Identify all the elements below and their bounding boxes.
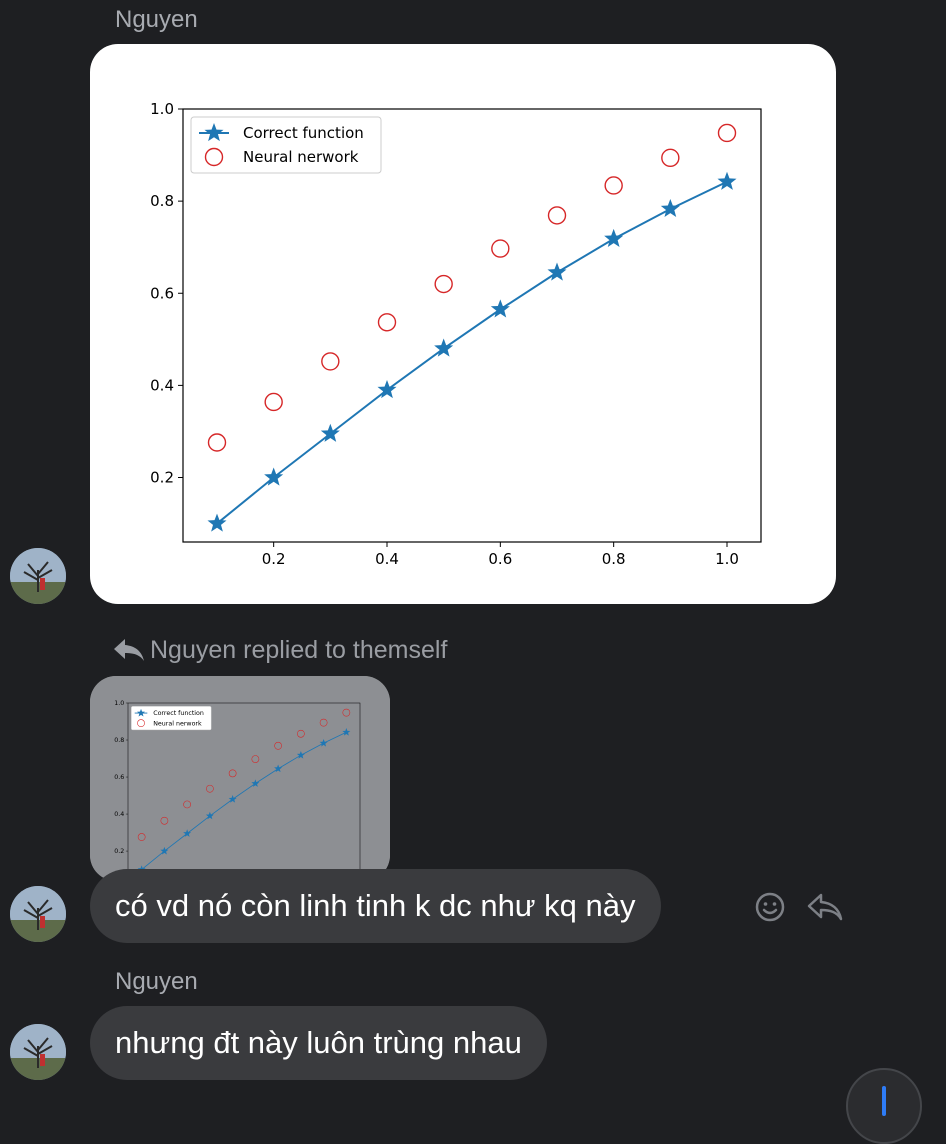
circle-point: [183, 800, 192, 809]
circle-point: [264, 392, 283, 412]
star-point: [342, 728, 351, 736]
circle-point: [434, 274, 453, 294]
series-line: [216, 180, 728, 525]
star-point: [547, 262, 567, 281]
circle-point: [160, 816, 169, 825]
circle-point: [321, 352, 340, 371]
reply-indicator[interactable]: Nguyen replied to themself: [112, 633, 447, 667]
star-point: [205, 811, 214, 820]
legend-label: Correct function: [243, 124, 364, 142]
avatar[interactable]: [10, 1024, 66, 1080]
circle-point: [137, 833, 146, 841]
legend-label: Neural nerwork: [243, 148, 359, 166]
circle-point: [251, 755, 260, 763]
y-tick-label: 1.0: [114, 700, 124, 707]
message-bubble[interactable]: nhưng đt này luôn trùng nhau: [90, 1006, 547, 1080]
legend-box: [131, 706, 212, 731]
circle-point: [342, 708, 351, 717]
star-point: [660, 198, 680, 218]
circle-point: [274, 741, 282, 750]
circle-point: [319, 718, 328, 727]
chart-image[interactable]: 0.2 0.4 0.6 0.8 1.0 0.2 0.4 0.6 0.8 1.0 Correct fu…: [90, 44, 836, 604]
y-tick-label: 0.2: [150, 469, 174, 487]
sender-name: Nguyen: [115, 6, 198, 33]
star-point: [319, 738, 328, 747]
circle-point: [547, 206, 567, 225]
circle-point: [604, 176, 623, 195]
reply-label: Nguyen replied to themself: [150, 635, 448, 664]
circle-point: [228, 769, 237, 778]
star-point: [160, 846, 169, 855]
emoji-icon[interactable]: [754, 891, 786, 923]
y-tick-label: 0.6: [114, 774, 124, 781]
legend-label: Correct function: [153, 710, 204, 717]
star-point: [264, 467, 284, 486]
avatar[interactable]: [10, 548, 66, 604]
message-text: nhưng đt này luôn trùng nhau: [115, 1025, 522, 1060]
circle-point: [207, 433, 227, 452]
avatar[interactable]: [10, 886, 66, 942]
line-chart: 0.2 0.4 0.6 0.8 1.0 0.2 0.4 0.6 0.8 1.0 Correct fu…: [150, 100, 762, 568]
star-point: [251, 779, 260, 787]
star-point: [434, 338, 454, 357]
y-tick-label: 1.0: [150, 100, 174, 118]
legend-box: [190, 116, 382, 174]
star-point: [296, 751, 305, 759]
y-tick-label: 0.4: [150, 376, 174, 394]
x-tick-label: 0.2: [262, 550, 286, 568]
legend-star: [137, 708, 146, 717]
y-tick-label: 0.6: [150, 284, 174, 302]
reply-icon[interactable]: [806, 891, 844, 923]
circle-point: [717, 123, 737, 143]
y-tick-label: 0.8: [114, 737, 124, 744]
x-tick-label: 0.6: [488, 550, 512, 568]
message-bubble[interactable]: có vd nó còn linh tinh k dc như kq này: [90, 869, 661, 943]
circle-point: [491, 239, 510, 258]
star-point: [274, 764, 283, 773]
star-point: [228, 795, 237, 803]
y-tick-label: 0.4: [114, 811, 124, 818]
star-point: [490, 299, 510, 318]
scroll-down-button[interactable]: [846, 1068, 922, 1144]
legend-label: Neural nerwork: [153, 720, 202, 727]
plot-frame: [182, 108, 762, 543]
x-tick-label: 0.8: [602, 550, 626, 568]
star-point: [717, 171, 737, 190]
y-tick-label: 0.2: [114, 848, 124, 855]
series-line: [141, 731, 347, 870]
circle-point: [661, 148, 680, 168]
legend-circle: [137, 719, 145, 728]
star-point: [207, 513, 227, 532]
scroll-down-icon: [882, 1086, 886, 1116]
y-tick-label: 0.8: [150, 192, 174, 210]
reply-arrow-icon: [114, 639, 144, 661]
x-tick-label: 0.4: [375, 550, 399, 568]
x-tick-label: 1.0: [715, 550, 739, 568]
star-point: [377, 379, 397, 399]
legend-circle: [204, 147, 224, 167]
circle-point: [296, 729, 305, 738]
star-point: [320, 423, 340, 442]
circle-point: [377, 313, 397, 332]
circle-point: [206, 784, 214, 793]
sender-name: Nguyen: [115, 968, 198, 995]
message-text: có vd nó còn linh tinh k dc như kq này: [115, 888, 636, 923]
legend-star: [204, 123, 224, 142]
star-point: [183, 829, 192, 837]
star-point: [604, 228, 624, 247]
